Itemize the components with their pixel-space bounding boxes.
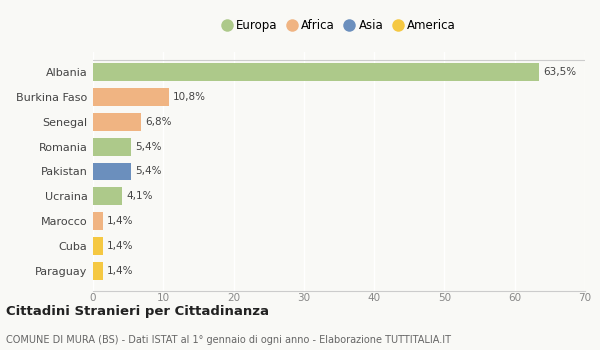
Bar (93, 187, 122, 205)
Bar (93, 237, 103, 255)
Bar (93, 212, 103, 230)
Text: 1,4%: 1,4% (107, 216, 134, 226)
Legend: Europa, Africa, Asia, America: Europa, Africa, Asia, America (217, 15, 461, 37)
Text: Cittadini Stranieri per Cittadinanza: Cittadini Stranieri per Cittadinanza (6, 305, 269, 318)
Text: 63,5%: 63,5% (544, 67, 577, 77)
Text: 4,1%: 4,1% (126, 191, 152, 201)
Text: 6,8%: 6,8% (145, 117, 172, 127)
Text: 1,4%: 1,4% (107, 241, 134, 251)
Text: 5,4%: 5,4% (135, 167, 161, 176)
Text: 1,4%: 1,4% (107, 266, 134, 276)
Text: COMUNE DI MURA (BS) - Dati ISTAT al 1° gennaio di ogni anno - Elaborazione TUTTI: COMUNE DI MURA (BS) - Dati ISTAT al 1° g… (6, 335, 451, 345)
Bar (93, 138, 131, 156)
Text: 5,4%: 5,4% (135, 142, 161, 152)
Bar (93, 262, 103, 280)
Bar (93, 63, 539, 81)
Bar (93, 113, 141, 131)
Text: 10,8%: 10,8% (173, 92, 206, 102)
Bar (93, 88, 169, 106)
Bar (93, 162, 131, 181)
